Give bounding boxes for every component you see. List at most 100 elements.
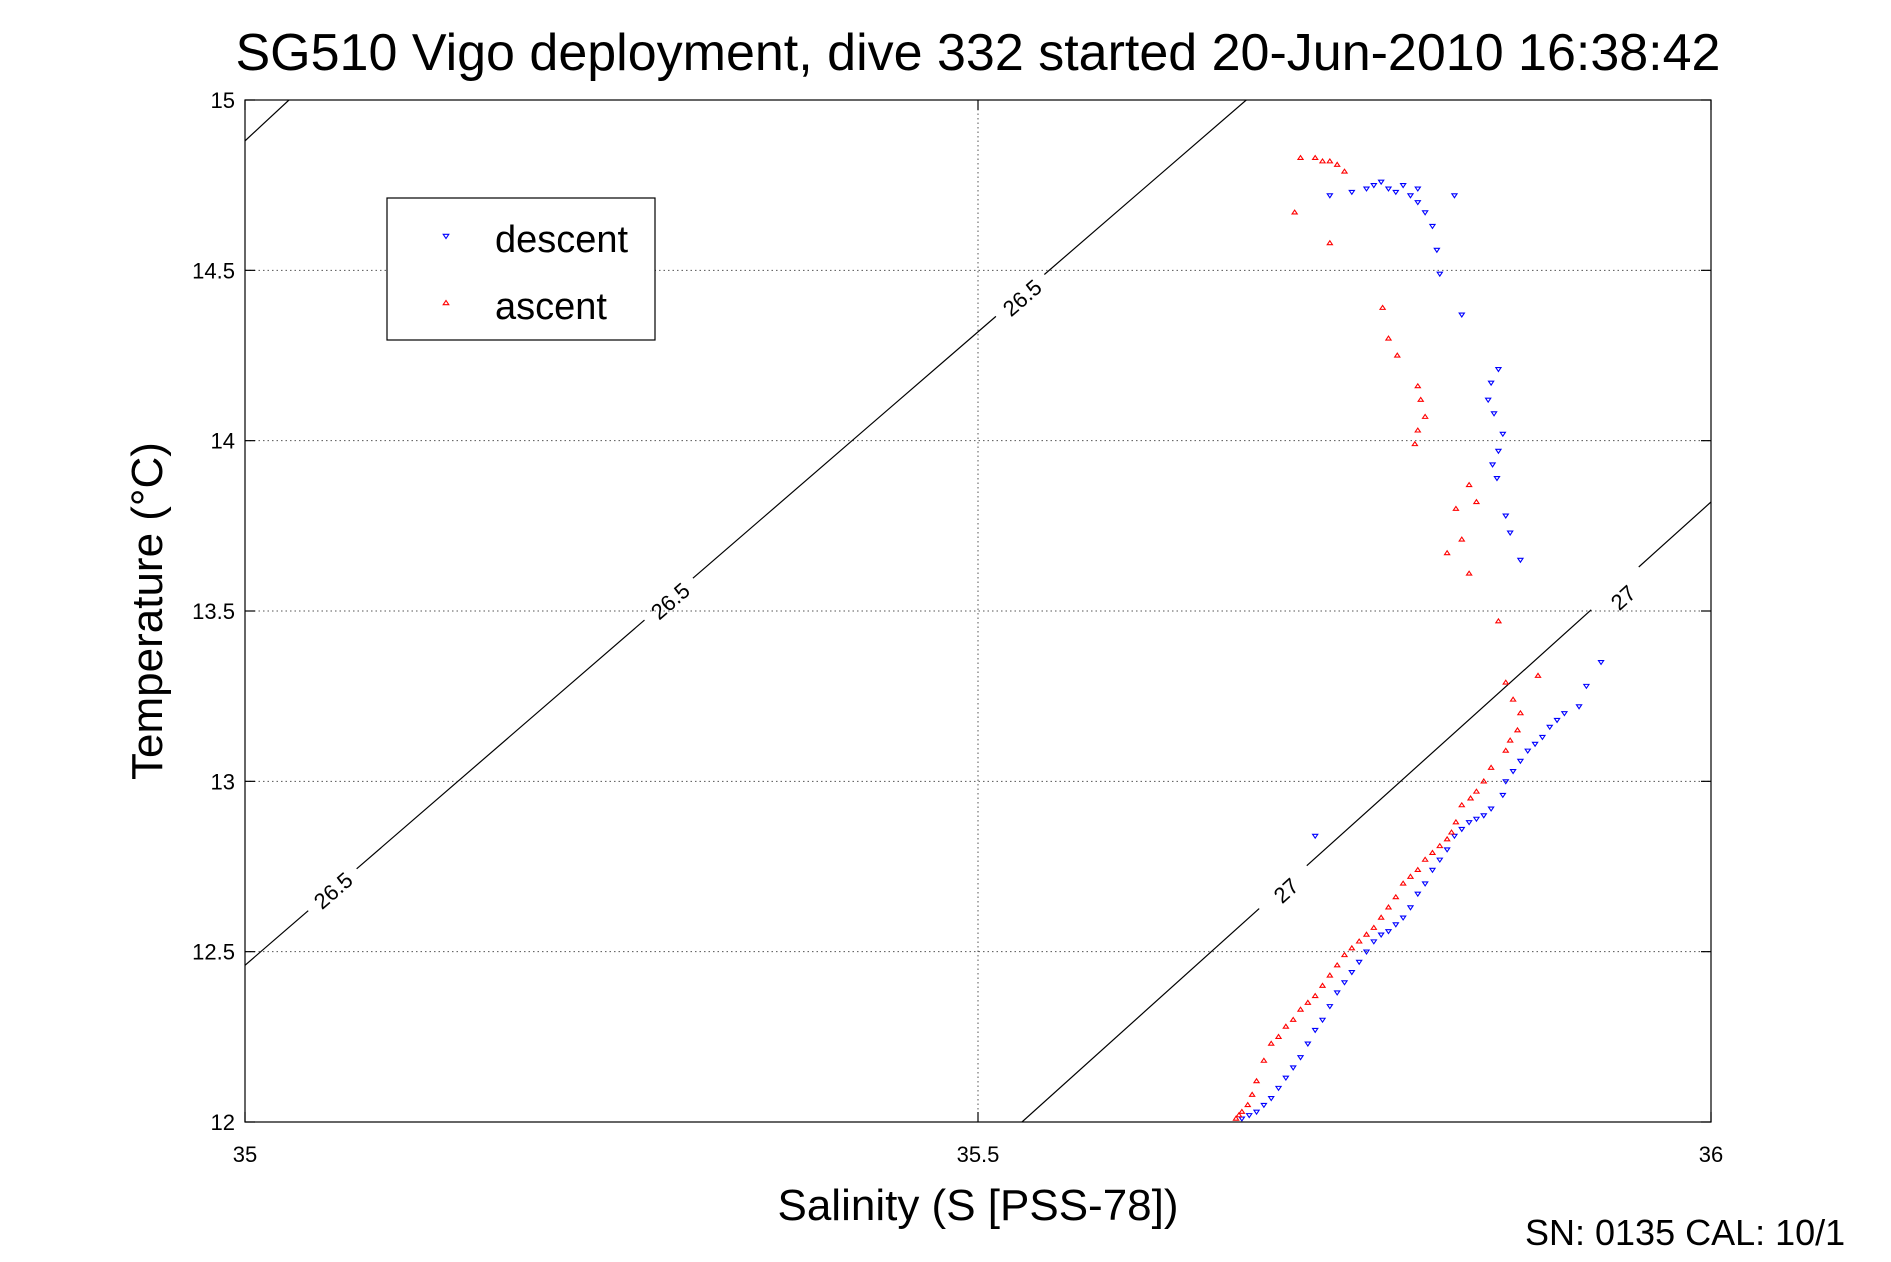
descent-point: [1304, 1041, 1312, 1047]
descent-point: [1465, 820, 1473, 826]
legend: descent ascent: [386, 197, 656, 341]
density-contour-line: [245, 910, 309, 966]
descent-point: [1458, 312, 1466, 318]
ascent-point: [1452, 505, 1460, 511]
descent-point: [1414, 186, 1422, 192]
ascent-point: [1421, 856, 1429, 862]
ascent-point: [1414, 866, 1422, 873]
ascent-legend-marker: [442, 299, 450, 306]
descent-point: [1414, 200, 1422, 206]
ascent-point: [1326, 157, 1334, 164]
ascent-point: [1291, 209, 1299, 215]
descent-point: [1362, 186, 1371, 192]
ascent-point: [1513, 726, 1522, 733]
ascent-point: [1406, 873, 1415, 879]
ascent-point: [1487, 764, 1495, 770]
ascent-point: [1384, 904, 1393, 910]
descent-point: [1267, 1096, 1275, 1102]
x-tick-labels: 35 35.5 36: [233, 1142, 1723, 1167]
descent-point: [1318, 1017, 1327, 1024]
density-contours: [245, 100, 1711, 1122]
ascent-point: [1458, 801, 1466, 808]
descent-point: [1428, 223, 1437, 230]
y-tick-label: 12: [211, 1110, 235, 1135]
descent-point: [1531, 741, 1539, 748]
descent-point: [1326, 193, 1334, 199]
ascent-point: [1428, 849, 1437, 855]
ascent-point: [1377, 914, 1385, 920]
descent-point: [1282, 1075, 1290, 1082]
ascent-point: [1452, 818, 1460, 825]
y-tick-label: 15: [211, 88, 235, 113]
descent-point: [1392, 922, 1400, 928]
descent-point: [1348, 189, 1356, 196]
ascent-point: [1480, 778, 1488, 784]
ascent-point: [1348, 944, 1356, 951]
ascent-point: [1465, 570, 1473, 576]
descent-point: [1436, 271, 1444, 278]
density-contour-line: [1021, 908, 1260, 1122]
chart-title: SG510 Vigo deployment, dive 332 started …: [236, 24, 1721, 82]
ascent-point: [1238, 1108, 1246, 1114]
ascent-point: [1304, 999, 1312, 1005]
descent-point: [1538, 734, 1547, 741]
density-contour-line: [1638, 501, 1711, 568]
data-points: [1232, 154, 1605, 1122]
x-tick-label: 35: [233, 1142, 257, 1167]
descent-point: [1553, 717, 1561, 724]
ascent-point: [1414, 427, 1422, 433]
x-tick-label: 36: [1699, 1142, 1723, 1167]
ascent-point: [1333, 161, 1341, 167]
ascent-point: [1384, 335, 1393, 341]
descent-point: [1421, 881, 1429, 887]
descent-point: [1597, 659, 1605, 666]
descent-point: [1326, 1004, 1334, 1010]
ascent-point: [1333, 961, 1341, 968]
descent-point: [1274, 1085, 1283, 1092]
descent-point: [1499, 792, 1507, 799]
ascent-point: [1509, 696, 1517, 702]
ascent-point: [1282, 1023, 1290, 1029]
y-axis-label: Temperature (°C): [123, 442, 172, 780]
descent-point: [1406, 193, 1415, 199]
descent-point: [1260, 1102, 1268, 1109]
sensor-calibration-note: SN: 0135 CAL: 10/1: [1525, 1212, 1845, 1253]
descent-point: [1370, 939, 1378, 945]
descent-point: [1488, 462, 1497, 468]
descent-point: [1582, 683, 1591, 690]
descent-legend-marker: [442, 233, 450, 240]
descent-point: [1311, 833, 1319, 840]
axis-ticks: [244, 99, 1712, 1123]
ascent-point: [1267, 1040, 1275, 1046]
ascent-point: [1411, 440, 1419, 447]
x-tick-label: 35.5: [957, 1142, 1000, 1167]
density-contour-line: [1306, 609, 1592, 867]
descent-point: [1499, 431, 1507, 438]
y-tick-label: 14: [211, 429, 235, 454]
descent-point: [1516, 758, 1525, 765]
y-tick-labels: 12 12.5 13 13.5 14 14.5 15: [192, 88, 235, 1135]
ascent-point: [1311, 154, 1319, 161]
descent-point: [1384, 186, 1393, 192]
ascent-point: [1494, 617, 1503, 624]
ascent-point: [1506, 737, 1514, 743]
ascent-point: [1472, 788, 1481, 794]
y-tick-label: 13: [211, 769, 235, 794]
descent-point: [1516, 557, 1525, 564]
descent-point: [1494, 367, 1503, 373]
density-contour-line: [245, 100, 290, 142]
ascent-point: [1318, 157, 1327, 164]
ascent-point: [1436, 842, 1444, 849]
descent-point: [1487, 380, 1495, 387]
descent-point: [1252, 1109, 1261, 1116]
descent-point: [1355, 959, 1363, 966]
descent-point: [1480, 813, 1488, 819]
ascent-point: [1318, 982, 1327, 988]
descent-point: [1560, 711, 1569, 717]
descent-point: [1433, 247, 1441, 254]
y-tick-label: 12.5: [192, 940, 235, 965]
descent-point: [1384, 929, 1393, 935]
descent-point: [1546, 724, 1554, 731]
ascent-point: [1340, 168, 1349, 174]
